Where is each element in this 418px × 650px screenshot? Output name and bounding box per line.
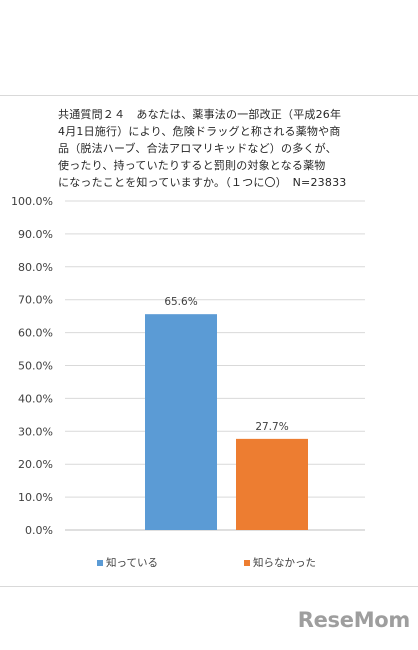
y-tick-label: 70.0% xyxy=(18,294,53,307)
y-tick-label: 0.0% xyxy=(25,524,53,537)
legend-label-known: 知っている xyxy=(106,557,158,569)
resemom-logo: ReseMom xyxy=(297,608,411,632)
y-tick-label: 100.0% xyxy=(11,195,53,208)
legend-item-unknown: 知らなかった xyxy=(244,555,316,570)
y-tick-label: 60.0% xyxy=(18,327,53,340)
legend-swatch-unknown xyxy=(244,559,250,566)
y-tick-label: 90.0% xyxy=(18,228,53,241)
y-tick-label: 30.0% xyxy=(18,425,53,438)
bar-1 xyxy=(236,438,308,530)
y-tick-label: 10.0% xyxy=(18,491,53,504)
y-tick-label: 20.0% xyxy=(18,458,53,471)
data-label-1: 27.7% xyxy=(255,421,288,433)
y-tick-label: 40.0% xyxy=(18,392,53,405)
data-label-0: 65.6% xyxy=(164,296,197,308)
legend-label-unknown: 知らなかった xyxy=(253,557,316,569)
bar-0 xyxy=(145,314,217,530)
y-tick-label: 50.0% xyxy=(18,360,53,373)
chart-title: 共通質問２４ あなたは、薬事法の一部改正（平成26年 4月1日施行）により、危険… xyxy=(58,108,347,189)
chart-frame xyxy=(0,95,418,587)
legend-item-known: 知っている xyxy=(97,555,158,570)
y-tick-label: 80.0% xyxy=(18,261,53,274)
legend-swatch-known xyxy=(97,559,103,566)
